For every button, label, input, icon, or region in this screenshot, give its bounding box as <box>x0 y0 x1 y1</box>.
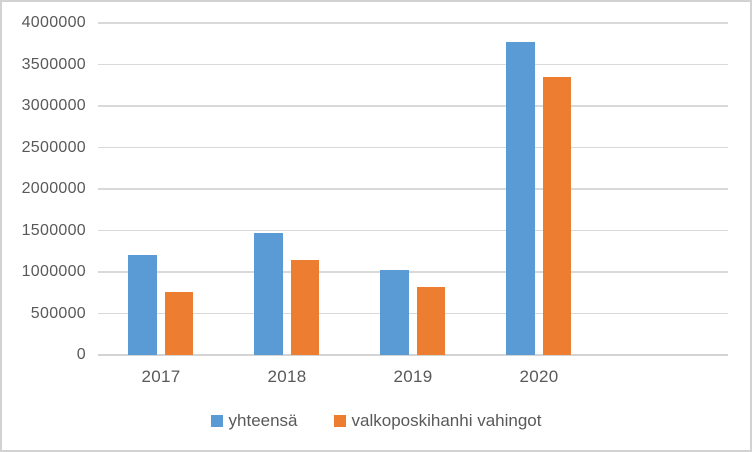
bar-valkoposkihanhi-vahingot-2017 <box>165 291 193 355</box>
x-tick-label-2019: 2019 <box>393 367 433 386</box>
gridline <box>98 105 728 107</box>
y-tick-label: 2000000 <box>21 180 86 197</box>
legend-label: yhteensä <box>228 411 298 430</box>
bar-yhteensä-2018 <box>254 233 283 355</box>
legend-swatch-icon <box>210 415 223 427</box>
gridline <box>98 271 728 273</box>
legend: yhteensä valkoposkihanhi vahingot <box>2 411 750 431</box>
y-tick-label: 1500000 <box>21 221 86 239</box>
bar-yhteensä-2019 <box>380 269 409 355</box>
legend-item-valkoposkihanhi-vahingot: valkoposkihanhi vahingot <box>333 411 542 431</box>
legend-label: valkoposkihanhi vahingot <box>351 411 542 430</box>
category-slot-2019 <box>350 23 476 355</box>
bar-valkoposkihanhi-vahingot-2018 <box>291 260 319 355</box>
gridline <box>98 22 728 24</box>
y-tick-label: 3500000 <box>21 55 86 73</box>
bar-yhteensä-2020 <box>506 42 535 355</box>
y-tick-label: 0 <box>76 346 86 363</box>
gridline <box>98 229 728 231</box>
x-tick-label-2017: 2017 <box>141 367 181 386</box>
bar-yhteensä-2017 <box>128 254 157 355</box>
legend-swatch-icon <box>333 415 346 427</box>
gridline <box>98 63 728 65</box>
bar-valkoposkihanhi-vahingot-2020 <box>543 76 571 355</box>
category-slot-2017 <box>98 23 224 355</box>
gridline <box>98 312 728 314</box>
gridline <box>98 146 728 148</box>
x-tick-label-2020: 2020 <box>519 367 559 386</box>
plot-area <box>98 22 728 356</box>
y-tick-label: 4000000 <box>21 14 86 31</box>
x-tick-label-2018: 2018 <box>267 367 307 386</box>
y-tick-label: 2500000 <box>21 138 86 156</box>
legend-item-yhteensä: yhteensä <box>210 411 298 431</box>
y-tick-label: 1000000 <box>21 263 86 280</box>
y-tick-label: 500000 <box>30 304 86 322</box>
gridline <box>98 188 728 190</box>
bar-valkoposkihanhi-vahingot-2019 <box>417 286 445 355</box>
category-slot-2018 <box>224 23 350 355</box>
category-slot-2020 <box>476 23 602 355</box>
y-tick-label: 3000000 <box>21 97 86 114</box>
x-axis-line <box>98 354 728 356</box>
